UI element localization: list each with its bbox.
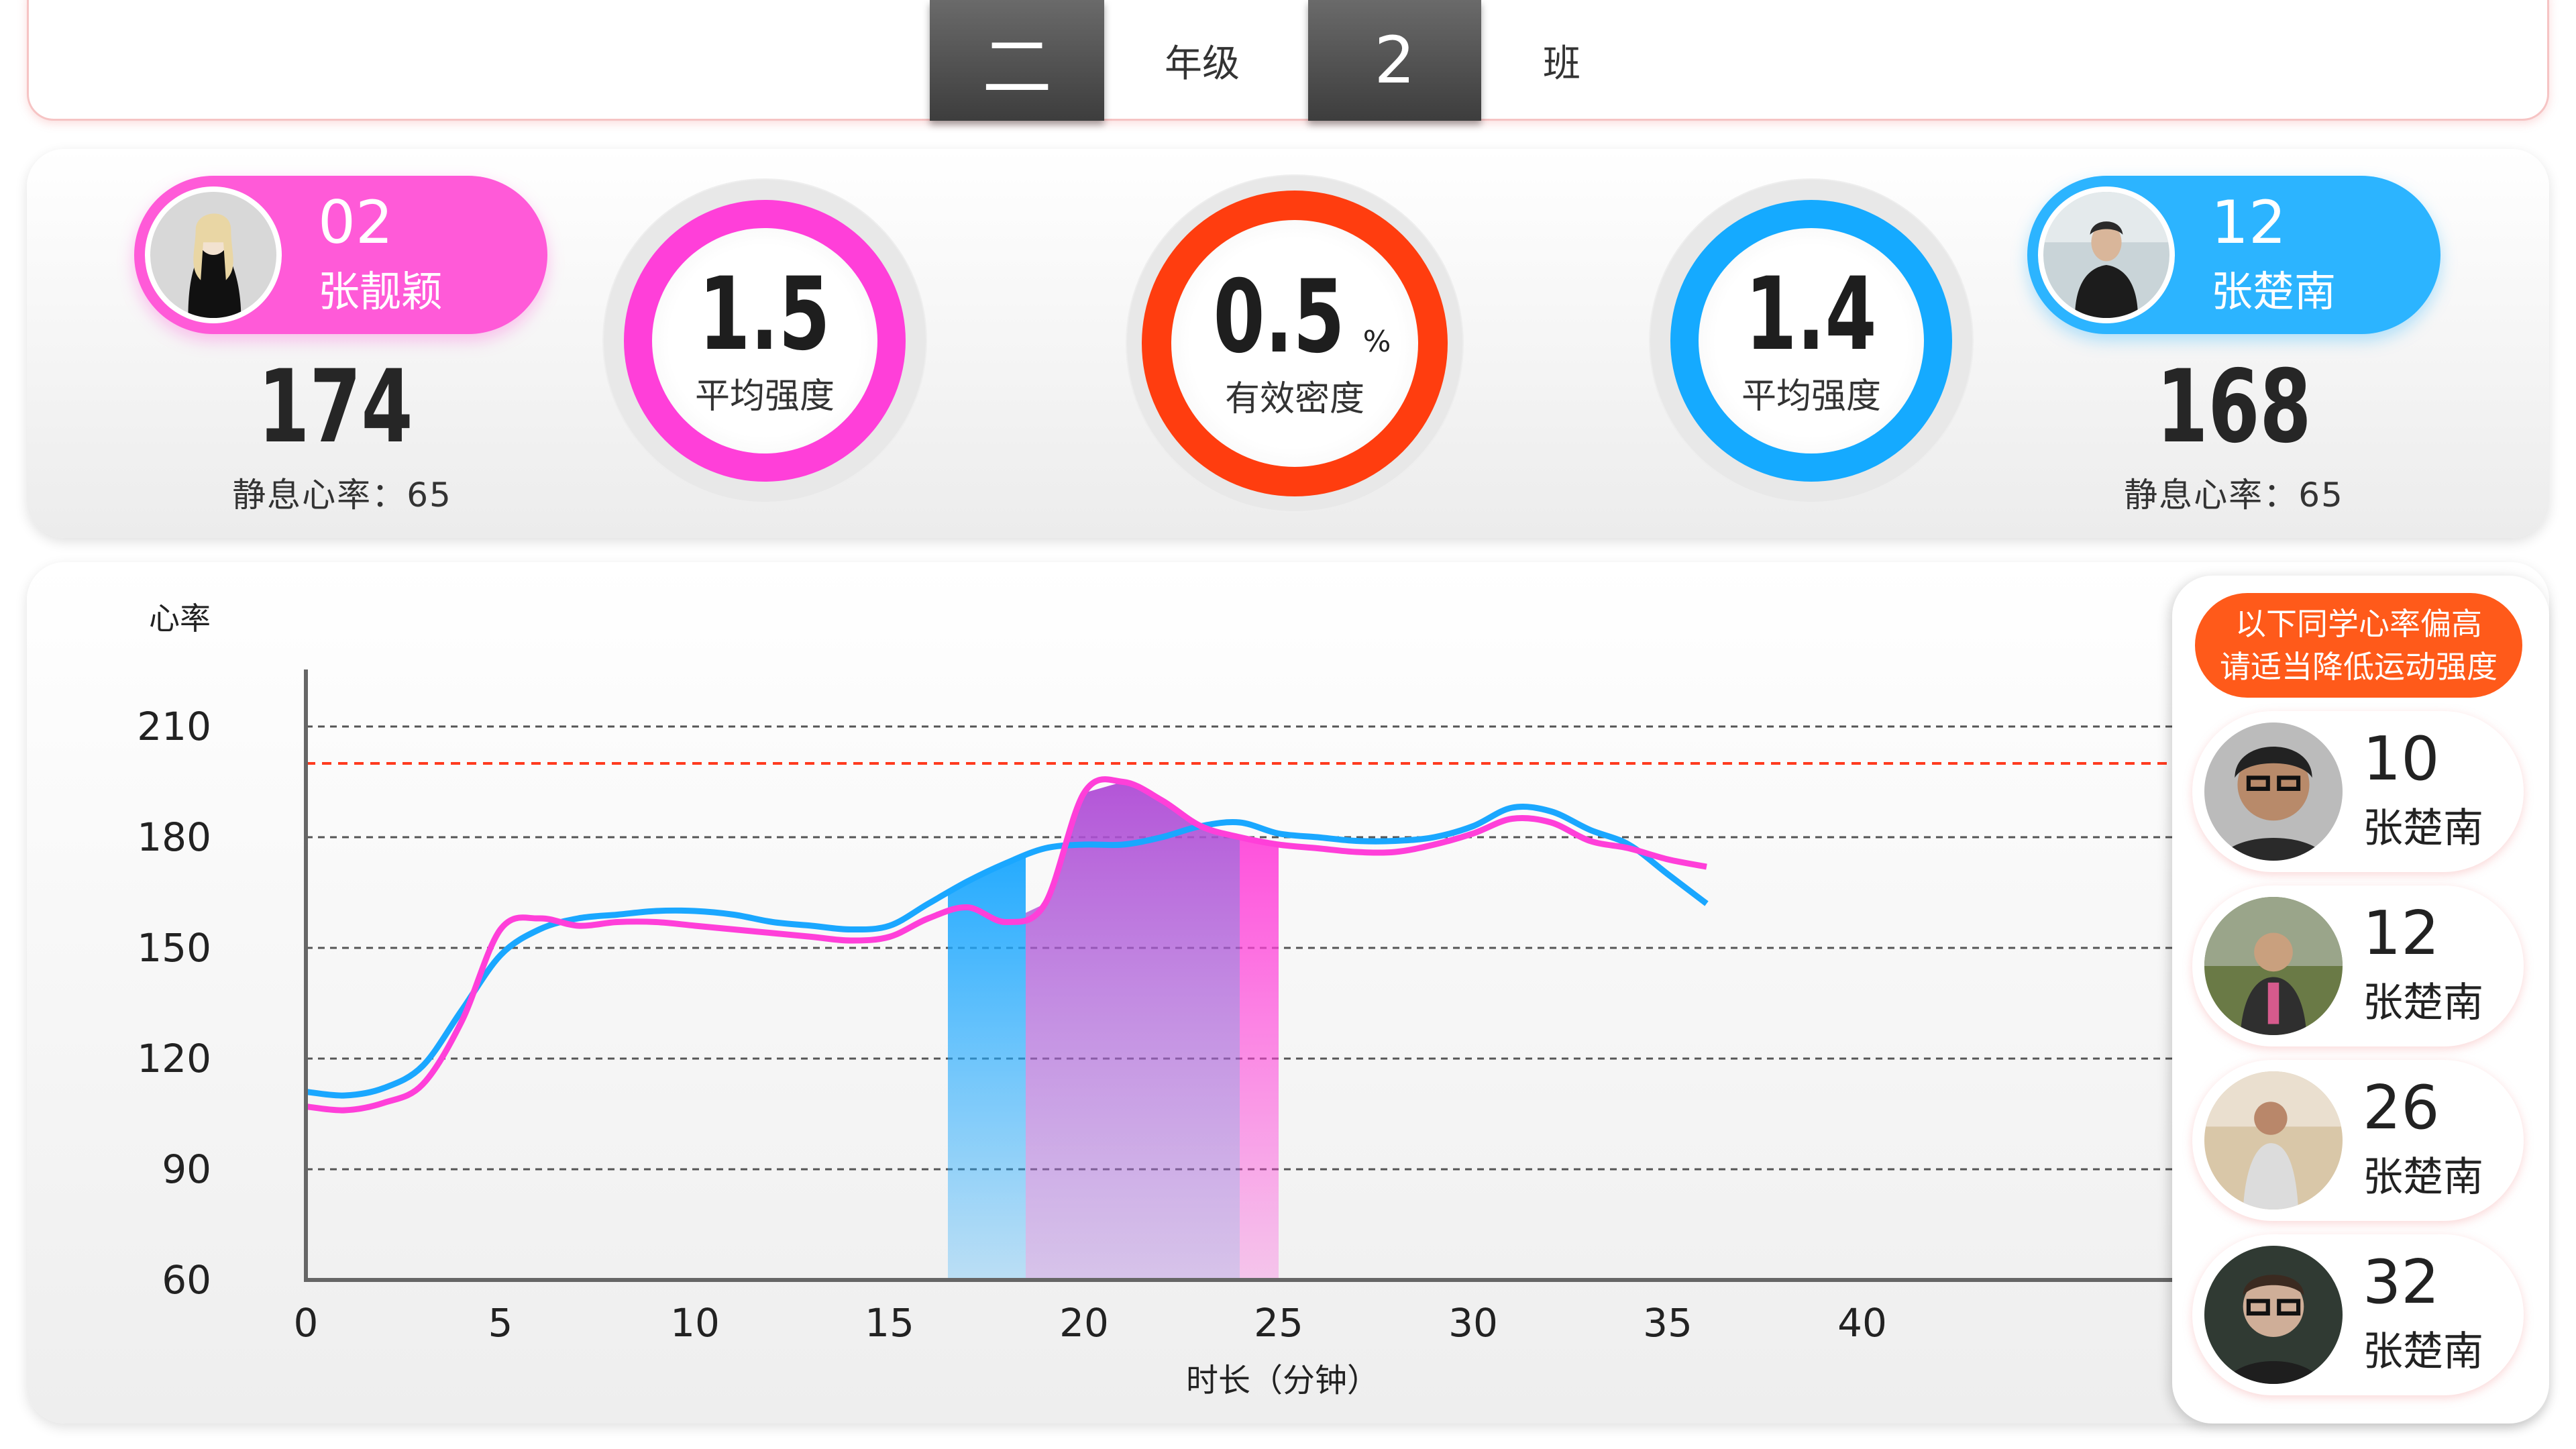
avatar [2204,1071,2343,1210]
highlight-area [948,855,1026,1280]
highlight-area [1026,782,1240,1280]
x-tick-label: 0 [294,1300,319,1346]
student-name: 张楚南 [2211,267,2337,316]
grade-label: 年级 [1165,42,1240,86]
avatar [2204,1246,2343,1384]
series-line [305,804,1709,1099]
student-name: 张靓颖 [318,267,443,316]
left-student-pill[interactable]: 02 张靓颖 [134,176,547,334]
student-number: 12 [2211,188,2286,257]
avatar [2038,186,2175,323]
alert-banner: 以下同学心率偏高 请适当降低运动强度 [2195,593,2522,698]
density-unit: % [1362,324,1391,359]
alert-line-2: 请适当降低运动强度 [2220,649,2498,685]
left-heart-rate: 174 [258,349,413,466]
grade-select[interactable]: 二 [930,0,1104,121]
density-label: 有效密度 [1224,378,1364,419]
x-tick-label: 15 [865,1300,914,1346]
resting-label: 静息心率： [232,476,407,515]
right-resting-heart-rate: 静息心率：65 [2080,468,2388,517]
y-tick-label: 150 [137,925,211,971]
student-number: 12 [2363,898,2440,969]
alert-student-item[interactable]: 26 张楚南 [2192,1060,2524,1221]
alert-student-item[interactable]: 12 张楚南 [2192,885,2524,1046]
density-value: 0.5 [1213,258,1345,376]
highlight-area [1240,837,1279,1280]
x-tick-label: 10 [670,1300,720,1346]
avatar [2204,897,2343,1035]
class-selector-bar [27,0,2549,121]
intensity-label: 平均强度 [1741,376,1881,417]
y-tick-label: 120 [137,1036,211,1081]
x-tick-label: 30 [1448,1300,1498,1346]
student-number: 32 [2363,1247,2440,1318]
left-intensity-ring: 1.5 平均强度 [604,180,926,502]
x-tick-label: 20 [1059,1300,1109,1346]
class-label: 班 [1543,42,1580,86]
resting-value: 65 [407,476,452,515]
class-select[interactable]: 2 [1308,0,1481,121]
student-name: 张楚南 [2363,805,2483,852]
alert-student-item[interactable]: 10 张楚南 [2192,711,2524,872]
y-axis-title: 心率 [149,600,211,637]
right-intensity-ring: 1.4 平均强度 [1650,180,1972,502]
resting-value: 65 [2298,476,2344,515]
left-resting-heart-rate: 静息心率：65 [188,468,496,517]
alert-student-item[interactable]: 32 张楚南 [2192,1234,2524,1395]
student-name: 张楚南 [2363,979,2483,1026]
right-heart-rate: 168 [2156,349,2312,466]
x-tick-label: 25 [1254,1300,1303,1346]
y-tick-label: 180 [137,814,211,860]
avatar [2204,722,2343,861]
resting-label: 静息心率： [2124,476,2299,515]
x-tick-label: 5 [488,1300,513,1346]
avatar [145,186,282,323]
x-tick-label: 35 [1643,1300,1693,1346]
student-number: 02 [318,188,393,257]
right-student-pill[interactable]: 12 张楚南 [2027,176,2440,334]
student-name: 张楚南 [2363,1328,2483,1375]
y-tick-label: 210 [137,704,211,749]
y-tick-label: 60 [162,1257,211,1303]
series-line [305,776,1707,1114]
density-ring: 0.5 % 有效密度 [1127,176,1462,511]
intensity-value: 1.5 [698,256,831,373]
intensity-value: 1.4 [1745,256,1878,373]
y-tick-label: 90 [162,1146,211,1192]
student-name: 张楚南 [2363,1154,2483,1201]
student-number: 10 [2363,724,2440,794]
x-axis-title: 时长（分钟） [1186,1362,1379,1399]
student-number: 26 [2363,1073,2440,1143]
intensity-label: 平均强度 [694,376,835,417]
x-tick-label: 40 [1837,1300,1887,1346]
alert-line-1: 以下同学心率偏高 [2235,606,2482,642]
